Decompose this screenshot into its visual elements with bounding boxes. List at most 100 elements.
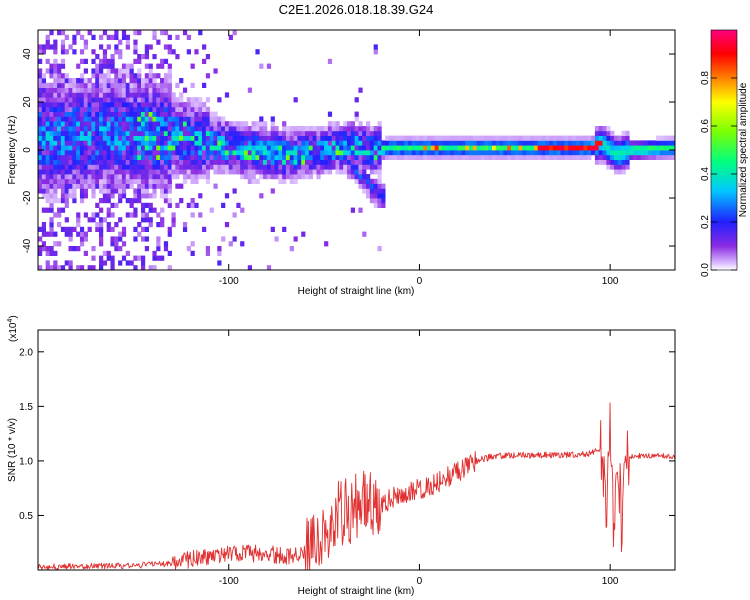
- spectrogram-cell: [72, 164, 77, 170]
- spectrogram-cell: [152, 250, 157, 256]
- spectrogram-cell: [278, 135, 283, 141]
- spectrogram-cell: [137, 58, 142, 64]
- spectrogram-cell: [202, 121, 207, 127]
- spectrogram-cell: [76, 126, 81, 132]
- spectrogram-cell: [545, 154, 550, 160]
- spectrogram-cell: [41, 73, 47, 79]
- spectrogram-cell: [587, 140, 592, 146]
- spectrogram-cell: [301, 150, 306, 156]
- spectrogram-cell: [526, 150, 531, 156]
- spectrogram-cell: [488, 145, 493, 151]
- spectrogram-cell: [45, 260, 50, 266]
- spectrogram-cell: [480, 154, 485, 160]
- spectrogram-cell: [202, 116, 207, 122]
- spectrogram-cell: [263, 135, 268, 141]
- spectrogram-cell: [209, 145, 214, 151]
- spectrogram-cell: [625, 150, 630, 156]
- spectrogram-cell: [579, 150, 584, 156]
- spectrogram-cell: [121, 130, 127, 136]
- spectrogram-cell: [366, 126, 371, 132]
- spectrogram-cell: [236, 154, 241, 160]
- spectrogram-cell: [137, 140, 142, 146]
- spectrogram-cell: [633, 154, 638, 160]
- spectrogram-cell: [99, 236, 104, 242]
- spectrogram-cell: [118, 164, 123, 170]
- spectrogram-cell: [606, 140, 611, 146]
- spectrogram-cell: [297, 159, 302, 165]
- spectrogram-cell: [49, 140, 54, 146]
- spectrogram-cell: [179, 78, 184, 84]
- spectrogram-cell: [377, 121, 382, 127]
- spectrogram-cell: [331, 164, 336, 170]
- spectrogram-cell: [60, 174, 66, 180]
- colorbar: 0.00.20.40.60.8 Normalized spectral ampl…: [700, 29, 749, 277]
- spectrogram-cell: [87, 145, 92, 151]
- spectrogram-cell: [346, 164, 352, 170]
- spectrogram-cell: [102, 198, 108, 204]
- spectrogram-cell: [366, 193, 371, 199]
- spectrogram-cell: [118, 140, 123, 146]
- spectrogram-cell: [362, 150, 367, 156]
- spectrogram-cell: [221, 145, 226, 151]
- snr-x-label: Height of straight line (km): [298, 586, 415, 597]
- spectrogram-cell: [457, 135, 462, 141]
- spectrogram-cell: [106, 159, 111, 165]
- spectrogram-cell: [449, 140, 455, 146]
- spectrogram-cell: [148, 116, 153, 122]
- spectrogram-cell: [91, 145, 96, 151]
- spectrogram-cell: [396, 150, 401, 156]
- spectrogram-cell: [568, 140, 573, 146]
- spectrogram-cell: [121, 154, 127, 160]
- spectrogram-cell: [240, 241, 245, 247]
- spectrogram-cell: [129, 212, 134, 218]
- spectrogram-cell: [331, 145, 336, 151]
- spectrogram-cell: [41, 164, 47, 170]
- spectrogram-cell: [236, 135, 241, 141]
- spectrogram-cell: [60, 154, 66, 160]
- spectrogram-cell: [346, 145, 352, 151]
- spectrogram-cell: [79, 174, 85, 180]
- spectrogram-cell: [167, 154, 172, 160]
- spectrogram-cell: [163, 58, 169, 64]
- spectrogram-cell: [503, 154, 508, 160]
- colorbar-ticks: 0.00.20.40.60.8: [700, 71, 737, 277]
- spectrogram-cell: [64, 217, 69, 223]
- spectrogram-cell: [293, 164, 298, 170]
- spectrogram-cell: [83, 116, 88, 122]
- spectrogram-cell: [320, 169, 325, 175]
- spectrogram-cell: [194, 178, 199, 184]
- spectrogram-cell: [38, 106, 43, 112]
- spectrogram-cell: [335, 150, 340, 156]
- spectrogram-cell: [87, 106, 92, 112]
- spectrogram-cell: [373, 188, 378, 194]
- spectrogram-cell: [156, 87, 161, 93]
- spectrogram-cell: [652, 154, 657, 160]
- spectrogram-cell: [148, 164, 153, 170]
- spectrogram-cell: [224, 130, 230, 136]
- spectrogram-cell: [167, 92, 172, 98]
- spectrogram-cell: [148, 130, 153, 136]
- spectrogram-cell: [106, 121, 111, 127]
- spectrogram-cell: [186, 102, 191, 108]
- spectrogram-cell: [354, 169, 359, 175]
- spectrogram-cell: [545, 140, 550, 146]
- spectrogram-cell: [198, 159, 203, 165]
- spectrogram-cell: [606, 130, 611, 136]
- spectrogram-cell: [114, 169, 119, 175]
- spectrogram-cell: [102, 150, 108, 156]
- spectrogram-cell: [327, 130, 333, 136]
- spectrogram-cell: [121, 140, 127, 146]
- spectrogram-cell: [339, 140, 344, 146]
- spectrogram-cell: [114, 246, 119, 252]
- spectrogram-cell: [644, 150, 649, 156]
- spectrogram-cell: [148, 202, 153, 208]
- spectrogram-cell: [148, 169, 153, 175]
- spectrogram-cell: [427, 154, 432, 160]
- spectrogram-cell: [327, 135, 333, 141]
- spectrogram-cell: [285, 174, 291, 180]
- spectrogram-cell: [53, 73, 58, 79]
- spectrogram-cell: [202, 58, 207, 64]
- spectrogram-cell: [377, 145, 382, 151]
- spectrogram-cell: [488, 150, 493, 156]
- spectrogram-cell: [434, 150, 439, 156]
